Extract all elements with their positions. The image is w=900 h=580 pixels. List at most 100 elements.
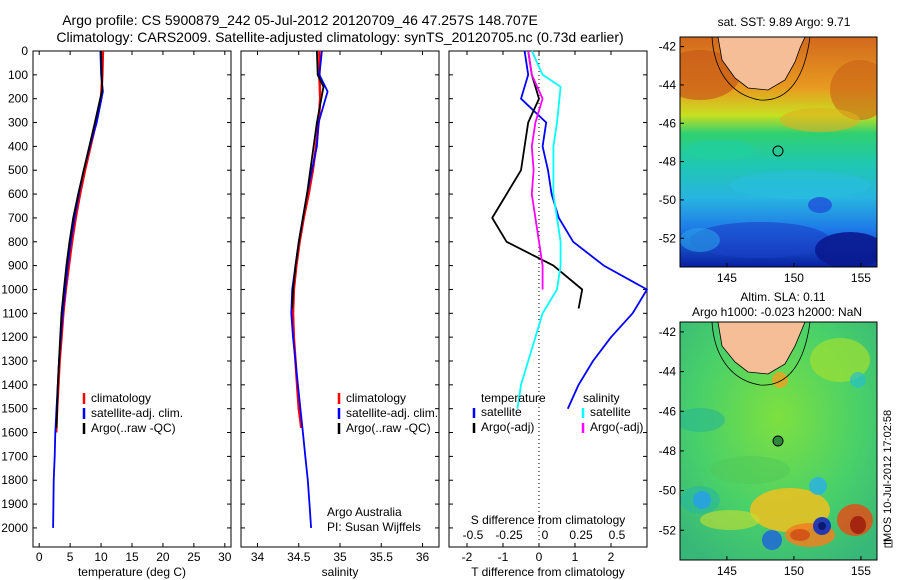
xtick-label: 20 [156,550,170,564]
legend-header-temperature: temperature [481,391,546,405]
sla-map-frame [679,321,878,561]
sst-map-panel: sat. SST: 9.89 Argo: 9.71 145 150 155 -42 -4… [659,15,878,285]
ytick-label: 100 [8,68,28,82]
xtick-label: 10 [94,550,108,564]
ytick-label: 1300 [1,354,28,368]
xtick-label: 36 [416,550,430,564]
ytick-label: 1500 [1,402,28,416]
sla-map-title-line1: Altim. SLA: 0.11 [740,290,825,304]
legend-label: climatology [91,391,151,405]
xtick-label: 0 [536,550,543,564]
series-line-salinity-satellite [516,50,562,409]
map-xtick-label: 145 [717,271,737,285]
xtick-label: 25 [187,550,201,564]
xtick-top-label: 0.5 [609,528,626,542]
map-xtick-label: 155 [851,564,871,578]
legend-header-salinity: salinity [583,391,620,405]
map-ytick-label: -44 [659,365,677,379]
map-xtick-label: 145 [717,564,737,578]
map-xtick-label: 150 [784,271,804,285]
map-ytick-label: -48 [659,444,677,458]
xtick-label: -2 [462,550,473,564]
ytick-label: 1600 [1,426,28,440]
sla-map-panel: Altim. SLA: 0.11 Argo h1000: -0.023 h200… [659,290,878,578]
xtick-label: 2 [608,550,615,564]
series-line-argo-raw-qc- [291,50,325,309]
legend-label: Argo(-adj) [590,420,643,434]
xtick-label: 35 [333,550,347,564]
figure-title-line1: Argo profile: CS 5900879_242 05-Jul-2012… [62,12,538,28]
sst-map-frame [679,36,878,268]
argo-australia-label: Argo Australia [327,505,402,519]
ytick-label: 800 [8,235,28,249]
map-ytick-label: -48 [659,155,677,169]
map-ytick-label: -50 [659,484,677,498]
legend-label: Argo(..raw -QC) [346,421,431,435]
ytick-label: 1900 [1,497,28,511]
xtick-label: -1 [498,550,509,564]
ytick-label: 1200 [1,330,28,344]
xtick-label: 34 [251,550,265,564]
sst-map-field [680,37,877,267]
map-ytick-label: -52 [659,523,677,537]
map-xtick-label: 150 [784,564,804,578]
series-line-temperature-argo-adj- [491,50,584,309]
difference-plot-frame [448,50,648,548]
difference-panel: -2 -1 0 1 2 -0.5 -0.25 0 0.25 0.5 temperature salin… [448,50,648,579]
xtick-label: 34.5 [287,550,311,564]
ytick-label: 1100 [2,306,28,320]
ytick-label: 200 [8,92,28,106]
ytick-label: 1800 [1,473,28,487]
salinity-panel: 34 34.5 35 35.5 36 climatologysatellite-adj. … [240,50,440,579]
legend-label: satellite-adj. clim. [346,406,438,420]
ytick-label: 300 [8,116,28,130]
legend-label: climatology [346,391,406,405]
figure-title-line2: Climatology: CARS2009. Satellite-adjuste… [56,29,623,45]
stamp-box-icon [884,539,893,548]
legend-label: Argo(-adj) [481,420,534,434]
xtick-label: 35.5 [370,550,394,564]
map-xtick-label: 155 [851,271,871,285]
ytick-label: 1400 [1,378,28,392]
xtick-top-label: 0 [542,528,549,542]
ytick-label: 2000 [1,521,28,535]
xtick-top-label: 0.25 [569,528,593,542]
xtick-top-label: -0.25 [495,528,523,542]
xtick-label: 30 [218,550,232,564]
sst-argo-marker [772,145,784,157]
xtick-label: 0 [36,550,43,564]
ytick-label: 1700 [1,449,28,463]
map-ytick-label: -46 [659,116,677,130]
legend-label: Argo(..raw -QC) [91,421,176,435]
ytick-label: 1000 [1,282,28,296]
map-ytick-label: -42 [659,325,677,339]
map-ytick-label: -50 [659,193,677,207]
ytick-label: 500 [8,163,28,177]
difference-xlabel-temperature: T difference from climatology [471,565,625,579]
sla-map-title-line2: Argo h1000: -0.023 h2000: NaN [692,305,862,319]
legend-label: satellite [590,405,631,419]
ytick-label: 0 [21,44,28,58]
map-ytick-label: -52 [659,231,677,245]
imos-timestamp: IMOS 10-Jul-2012 17:02:58 [882,410,894,545]
series-line-salinity-argo-adj- [527,50,544,290]
tasmania-land-sla [717,322,806,375]
tasmania-land [717,37,806,91]
series-line-satellite-adj-clim- [290,50,329,528]
xtick-label: 5 [67,550,74,564]
temperature-panel: 0 5 10 15 20 25 300100200300400500600700800900… [1,44,232,579]
ytick-label: 600 [8,187,28,201]
map-ytick-label: -44 [659,78,677,92]
legend-label: satellite [481,405,522,419]
sst-map-title: sat. SST: 9.89 Argo: 9.71 [718,15,851,29]
map-ytick-label: -42 [659,40,677,54]
salinity-xlabel: salinity [322,565,359,579]
temperature-xlabel: temperature (deg C) [78,565,186,579]
salinity-plot-frame [240,50,440,548]
sla-argo-marker [772,435,784,447]
ytick-label: 700 [8,211,28,225]
series-line-climatology [54,50,105,433]
xtick-top-label: -0.5 [463,528,484,542]
pi-label: PI: Susan Wijffels [327,520,421,534]
